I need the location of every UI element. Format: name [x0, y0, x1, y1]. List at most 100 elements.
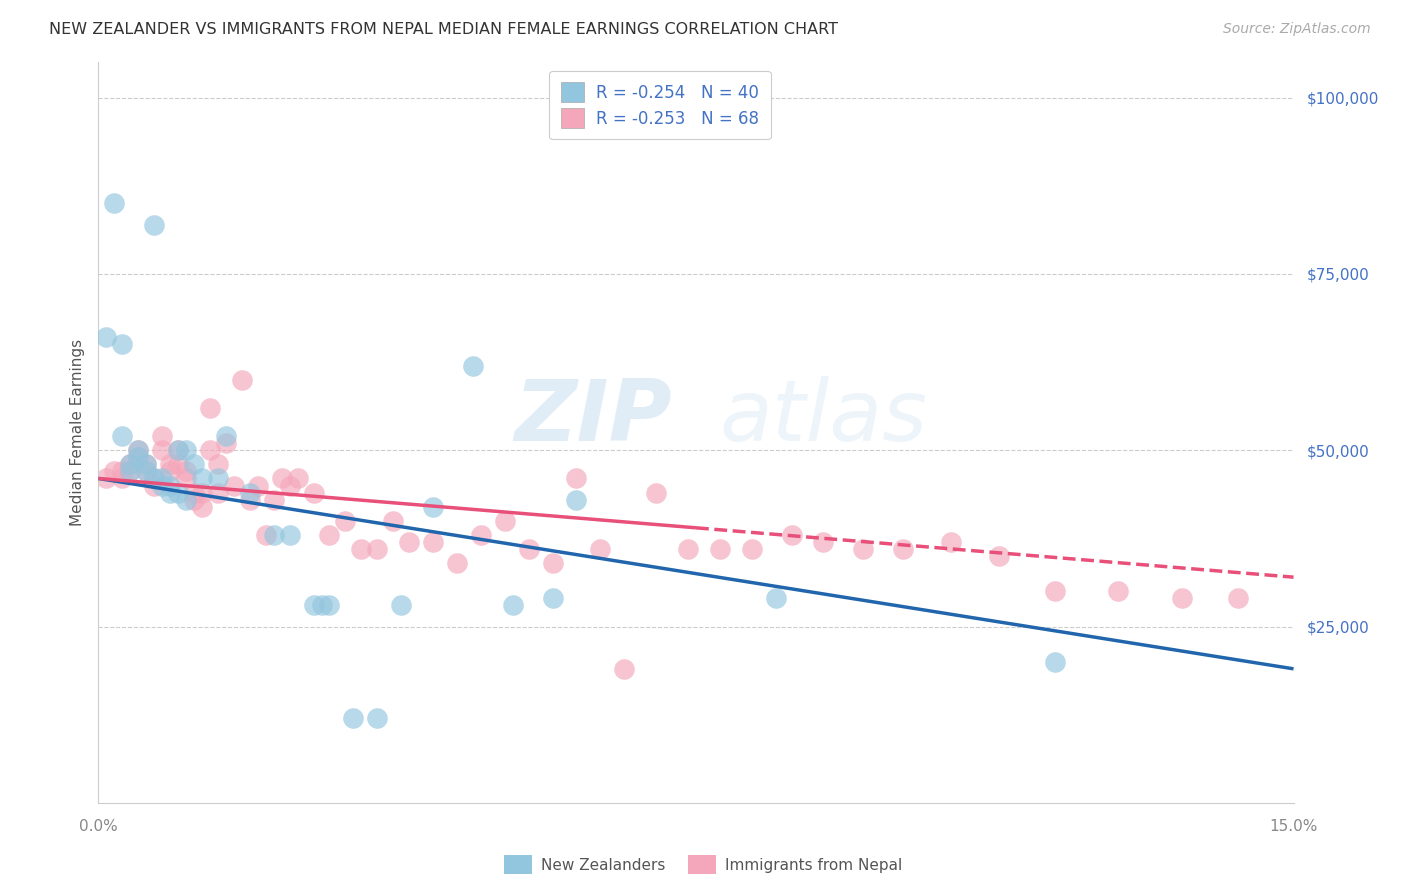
Point: [159, 478, 181, 492]
Point: [254, 528, 277, 542]
Text: atlas: atlas: [720, 376, 928, 459]
Point: [150, 478, 173, 492]
Point: [676, 541, 699, 556]
Point: [191, 500, 214, 514]
Point: [120, 464, 142, 478]
Point: [422, 535, 444, 549]
Point: [278, 528, 301, 542]
Point: [446, 556, 468, 570]
Point: [127, 443, 149, 458]
Point: [239, 485, 262, 500]
Point: [335, 514, 357, 528]
Point: [891, 541, 914, 556]
Point: [143, 471, 166, 485]
Text: Source: ZipAtlas.com: Source: ZipAtlas.com: [1223, 22, 1371, 37]
Point: [502, 599, 524, 613]
Point: [191, 471, 214, 485]
Point: [135, 458, 157, 472]
Point: [215, 436, 238, 450]
Point: [263, 528, 285, 542]
Point: [318, 599, 340, 613]
Point: [541, 556, 564, 570]
Legend: New Zealanders, Immigrants from Nepal: New Zealanders, Immigrants from Nepal: [498, 849, 908, 880]
Point: [318, 528, 340, 542]
Point: [191, 485, 214, 500]
Text: ZIP: ZIP: [515, 376, 672, 459]
Point: [302, 485, 325, 500]
Point: [231, 373, 253, 387]
Point: [120, 464, 142, 478]
Point: [780, 528, 803, 542]
Point: [127, 443, 149, 458]
Point: [207, 471, 229, 485]
Point: [135, 464, 157, 478]
Point: [143, 218, 166, 232]
Point: [278, 478, 301, 492]
Point: [709, 541, 731, 556]
Point: [813, 535, 835, 549]
Point: [150, 471, 173, 485]
Point: [150, 443, 173, 458]
Point: [103, 196, 125, 211]
Point: [350, 541, 373, 556]
Point: [96, 330, 118, 344]
Point: [263, 492, 285, 507]
Point: [174, 471, 197, 485]
Point: [135, 464, 157, 478]
Point: [174, 492, 197, 507]
Point: [111, 337, 134, 351]
Point: [222, 478, 245, 492]
Point: [103, 464, 125, 478]
Point: [765, 591, 787, 606]
Point: [207, 485, 229, 500]
Point: [645, 485, 668, 500]
Text: NEW ZEALANDER VS IMMIGRANTS FROM NEPAL MEDIAN FEMALE EARNINGS CORRELATION CHART: NEW ZEALANDER VS IMMIGRANTS FROM NEPAL M…: [49, 22, 838, 37]
Point: [143, 471, 166, 485]
Point: [111, 429, 134, 443]
Point: [127, 450, 149, 465]
Point: [939, 535, 962, 549]
Point: [342, 711, 364, 725]
Point: [198, 443, 221, 458]
Point: [987, 549, 1010, 563]
Point: [159, 458, 181, 472]
Point: [183, 492, 205, 507]
Point: [174, 464, 197, 478]
Point: [174, 443, 197, 458]
Legend: R = -0.254   N = 40, R = -0.253   N = 68: R = -0.254 N = 40, R = -0.253 N = 68: [550, 70, 770, 139]
Point: [135, 458, 157, 472]
Point: [852, 541, 875, 556]
Y-axis label: Median Female Earnings: Median Female Earnings: [69, 339, 84, 526]
Point: [215, 429, 238, 443]
Point: [741, 541, 763, 556]
Point: [150, 429, 173, 443]
Point: [167, 458, 190, 472]
Point: [541, 591, 564, 606]
Point: [613, 662, 636, 676]
Point: [1171, 591, 1194, 606]
Point: [159, 485, 181, 500]
Point: [1043, 655, 1066, 669]
Point: [167, 443, 190, 458]
Point: [1043, 584, 1066, 599]
Point: [167, 485, 190, 500]
Point: [167, 443, 190, 458]
Point: [589, 541, 612, 556]
Point: [470, 528, 492, 542]
Point: [517, 541, 540, 556]
Point: [382, 514, 405, 528]
Point: [127, 450, 149, 465]
Point: [311, 599, 333, 613]
Point: [120, 458, 142, 472]
Point: [366, 541, 388, 556]
Point: [366, 711, 388, 725]
Point: [239, 492, 262, 507]
Point: [494, 514, 516, 528]
Point: [111, 471, 134, 485]
Point: [143, 478, 166, 492]
Point: [422, 500, 444, 514]
Point: [183, 485, 205, 500]
Point: [183, 458, 205, 472]
Point: [302, 599, 325, 613]
Point: [96, 471, 118, 485]
